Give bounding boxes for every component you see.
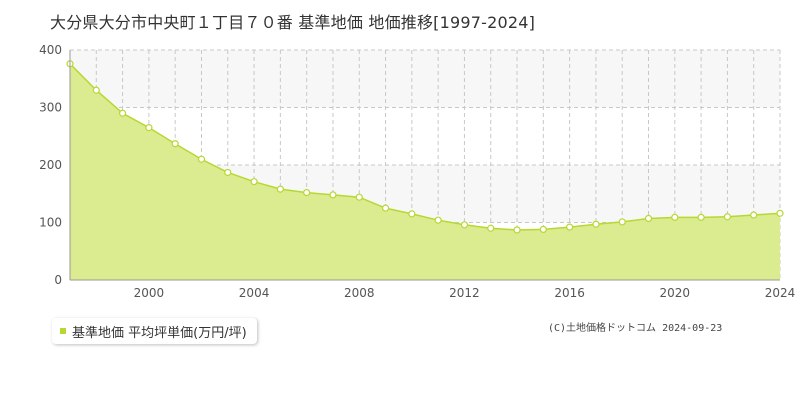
area-series bbox=[69, 63, 781, 280]
y-tick-label: 0 bbox=[54, 273, 62, 287]
data-point bbox=[513, 226, 521, 234]
data-point bbox=[355, 193, 363, 201]
x-tick-label: 2024 bbox=[765, 286, 796, 300]
y-tick-label: 300 bbox=[39, 101, 62, 115]
series-line bbox=[69, 63, 781, 231]
legend-label: 基準地価 平均坪単価(万円/坪) bbox=[72, 325, 247, 341]
data-point bbox=[592, 220, 600, 228]
x-tick-label: 2008 bbox=[344, 286, 375, 300]
data-point bbox=[303, 189, 311, 197]
data-point bbox=[671, 213, 679, 221]
data-point bbox=[750, 211, 758, 219]
y-tick-label: 200 bbox=[39, 158, 62, 172]
data-point bbox=[539, 225, 547, 233]
page-title: 大分県大分市中央町１丁目７０番 基準地価 地価推移[1997-2024] bbox=[50, 13, 536, 32]
data-point bbox=[171, 140, 179, 148]
data-point bbox=[723, 213, 732, 221]
data-point bbox=[92, 86, 100, 94]
data-point bbox=[145, 124, 153, 132]
data-point bbox=[644, 214, 653, 223]
data-point bbox=[224, 168, 232, 177]
data-point bbox=[276, 185, 284, 193]
x-tick-label: 2004 bbox=[239, 286, 270, 300]
data-point bbox=[566, 223, 574, 231]
x-tick-label: 2020 bbox=[660, 286, 691, 300]
data-point bbox=[618, 218, 626, 226]
data-point bbox=[118, 109, 127, 117]
data-point bbox=[381, 204, 390, 212]
data-point bbox=[329, 191, 337, 199]
axes bbox=[69, 50, 780, 281]
series-area bbox=[70, 63, 780, 280]
legend-swatch bbox=[60, 328, 66, 334]
data-point bbox=[460, 221, 469, 229]
plot-band bbox=[70, 50, 780, 108]
data-point bbox=[776, 209, 784, 217]
legend: 基準地価 平均坪単価(万円/坪) bbox=[52, 318, 257, 344]
tick-labels: 0 100 200 300 400 2000 2004 2008 2012 2016 2020 202… bbox=[39, 43, 795, 300]
data-point bbox=[250, 178, 258, 186]
data-point bbox=[434, 216, 442, 224]
y-tick-label: 400 bbox=[39, 43, 62, 57]
x-tick-label: 2000 bbox=[134, 286, 165, 300]
y-tick-label: 100 bbox=[39, 216, 62, 230]
copyright-text: (C)土地価格ドットコム 2024-09-23 bbox=[548, 323, 723, 334]
x-tick-label: 2016 bbox=[554, 286, 585, 300]
data-point bbox=[197, 155, 206, 163]
data-point bbox=[487, 224, 495, 232]
data-point bbox=[408, 210, 416, 218]
x-tick-label: 2012 bbox=[449, 286, 480, 300]
data-point bbox=[697, 213, 705, 221]
